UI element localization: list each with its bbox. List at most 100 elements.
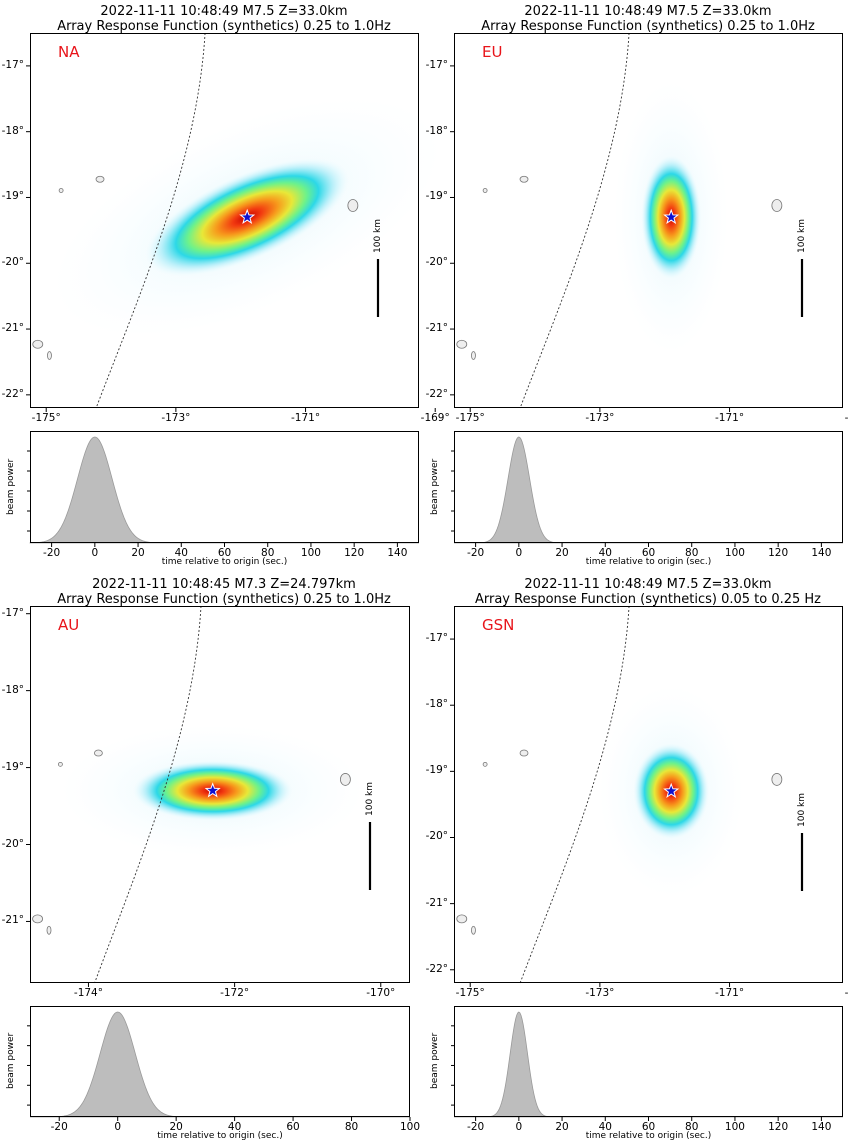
beam-x-tick-label: 100 bbox=[300, 547, 321, 559]
island-outline bbox=[347, 199, 359, 212]
island-outline bbox=[32, 914, 43, 924]
beam-x-tick-label: 40 bbox=[227, 1121, 242, 1133]
y-tick-label: -17° bbox=[1, 58, 24, 71]
x-tick-label: -175° bbox=[31, 412, 61, 424]
beam-x-tick-label: 0 bbox=[515, 547, 523, 559]
y-tick-label: -22° bbox=[425, 387, 448, 400]
map-frame bbox=[30, 606, 410, 983]
y-tick-label: -21° bbox=[425, 896, 448, 909]
beam-frame bbox=[30, 1006, 410, 1117]
beam-x-tick-label: 60 bbox=[217, 547, 232, 559]
beam-y-axis-label: beam power bbox=[430, 458, 440, 515]
map-frame bbox=[454, 33, 843, 408]
beam-x-tick-label: 140 bbox=[811, 1121, 832, 1133]
island-outline bbox=[771, 773, 783, 786]
epicenter-star-icon bbox=[663, 208, 680, 225]
beam-y-axis-label: beam power bbox=[6, 458, 16, 515]
island-outline bbox=[519, 749, 529, 757]
epicenter-star-icon bbox=[204, 782, 221, 798]
chart-subtitle: Array Response Function (synthetics) 0.2… bbox=[481, 19, 815, 34]
y-tick-label: -17° bbox=[425, 58, 448, 71]
island-outline bbox=[456, 339, 468, 349]
beam-x-tick-label: 40 bbox=[598, 547, 612, 559]
beam-x-tick-label: 20 bbox=[555, 1121, 569, 1133]
island-outline bbox=[94, 749, 103, 757]
beam-x-tick-label: 140 bbox=[811, 547, 832, 559]
beam-x-tick-label: -20 bbox=[43, 547, 61, 559]
beam-frame bbox=[30, 431, 419, 543]
beam-x-tick-label: 120 bbox=[768, 547, 789, 559]
chart-subtitle: Array Response Function (synthetics) 0.0… bbox=[474, 592, 822, 607]
x-tick-label: -174° bbox=[73, 987, 103, 999]
beam-frame bbox=[454, 431, 843, 543]
beam-x-tick-label: 120 bbox=[344, 547, 365, 559]
beam-x-tick-label: 20 bbox=[131, 547, 145, 559]
x-tick-label: -172° bbox=[220, 987, 250, 999]
map-plot bbox=[450, 605, 843, 987]
beam-x-tick-label: 80 bbox=[685, 1121, 699, 1133]
scale-bar-label: 100 km bbox=[797, 218, 807, 253]
island-outline bbox=[47, 351, 52, 360]
y-tick-label: -20° bbox=[1, 256, 24, 269]
y-tick-label: -20° bbox=[425, 256, 448, 269]
epicenter-star-icon bbox=[239, 208, 256, 225]
beam-y-axis-label: beam power bbox=[430, 1032, 440, 1089]
map-frame bbox=[454, 606, 843, 983]
island-outline bbox=[771, 199, 783, 212]
y-tick-label: -21° bbox=[1, 322, 24, 335]
beam-x-tick-label: 0 bbox=[114, 1121, 122, 1133]
beam-x-tick-label: 80 bbox=[685, 547, 699, 559]
beam-x-tick-label: 140 bbox=[387, 547, 408, 559]
beam-x-tick-label: 0 bbox=[515, 1121, 523, 1133]
y-tick-label: -17° bbox=[1, 606, 24, 619]
x-tick-label: -171° bbox=[290, 412, 321, 424]
y-tick-label: -21° bbox=[425, 322, 448, 335]
map-frame bbox=[30, 33, 419, 408]
beam-x-tick-label: 60 bbox=[286, 1121, 300, 1133]
plate-boundary-line bbox=[95, 32, 206, 409]
island-outline bbox=[58, 188, 64, 193]
island-outline bbox=[46, 925, 52, 935]
x-tick-label: -170° bbox=[366, 987, 396, 999]
x-tick-label: -173° bbox=[585, 412, 615, 424]
island-outline bbox=[456, 914, 468, 924]
chart-title: 2022-11-11 10:48:49 M7.5 Z=33.0km bbox=[524, 577, 772, 592]
chart-subtitle: Array Response Function (synthetics) 0.2… bbox=[57, 592, 391, 607]
beam-x-tick-label: 20 bbox=[169, 1121, 183, 1133]
beam-x-tick-label: 100 bbox=[724, 547, 745, 559]
beam-x-tick-label: -20 bbox=[467, 1121, 485, 1133]
x-tick-label: -175° bbox=[455, 987, 485, 999]
plate-boundary-line bbox=[519, 605, 630, 984]
y-tick-label: -18° bbox=[425, 698, 448, 711]
beam-power-plot bbox=[27, 431, 419, 547]
beam-x-tick-label: 40 bbox=[174, 547, 188, 559]
y-tick-label: -21° bbox=[1, 914, 24, 927]
y-tick-label: -20° bbox=[425, 830, 448, 843]
x-tick-label: -175° bbox=[455, 412, 485, 424]
map-plot bbox=[26, 605, 410, 987]
y-tick-label: -18° bbox=[1, 124, 24, 137]
beam-x-tick-label: -20 bbox=[467, 547, 485, 559]
chart-subtitle: Array Response Function (synthetics) 0.2… bbox=[57, 19, 391, 34]
array-label: GSN bbox=[482, 616, 515, 634]
beam-x-tick-label: 60 bbox=[641, 1121, 656, 1133]
beam-x-tick-label: 20 bbox=[555, 547, 569, 559]
y-tick-label: -22° bbox=[1, 387, 24, 400]
island-outline bbox=[471, 351, 476, 360]
beam-power-plot bbox=[27, 1006, 411, 1121]
plate-boundary-line bbox=[94, 605, 202, 984]
beam-x-tick-label: 60 bbox=[641, 547, 656, 559]
array-label: EU bbox=[482, 43, 503, 61]
beam-frame bbox=[454, 1006, 843, 1117]
beam-power-plot bbox=[451, 1006, 843, 1121]
map-plot bbox=[450, 32, 843, 412]
island-outline bbox=[471, 925, 476, 935]
beam-x-tick-label: 80 bbox=[344, 1121, 359, 1133]
beam-x-axis-label: time relative to origin (sec.) bbox=[157, 1131, 283, 1141]
beam-power-area bbox=[30, 1011, 410, 1118]
y-tick-label: -19° bbox=[1, 760, 24, 773]
array-label: AU bbox=[58, 616, 80, 634]
beam-x-axis-label: time relative to origin (sec.) bbox=[161, 557, 288, 567]
island-outline bbox=[482, 188, 488, 193]
scale-bar-label: 100 km bbox=[373, 218, 383, 253]
